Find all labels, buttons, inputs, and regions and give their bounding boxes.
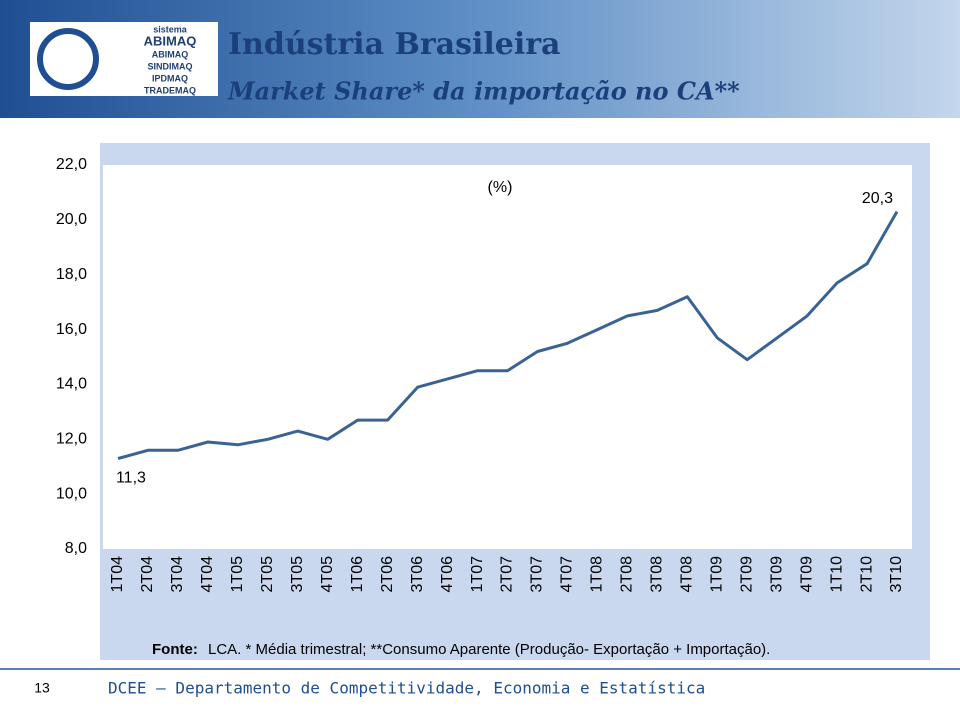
y-tick-label: 16,0 <box>56 321 87 338</box>
line-series <box>117 210 899 460</box>
footer-text: DCEE – Departamento de Competitividade, … <box>108 679 705 698</box>
x-tick-label: 1T06 <box>349 556 366 593</box>
x-tick-label: 2T05 <box>259 556 276 593</box>
x-tick-label: 1T10 <box>828 556 845 593</box>
value-label: 20,3 <box>862 190 893 207</box>
x-tick-label: 1T04 <box>109 556 126 593</box>
y-tick-label: 22,0 <box>56 156 87 173</box>
x-tick-label: 3T09 <box>768 556 785 593</box>
x-tick-label: 4T06 <box>439 556 456 593</box>
y-tick-label: 20,0 <box>56 211 87 228</box>
plot-area <box>103 165 912 549</box>
x-tick-label: 2T07 <box>499 556 516 593</box>
x-tick-label: 2T09 <box>738 556 755 593</box>
x-tick-label: 4T04 <box>199 556 216 593</box>
x-tick-label: 2T04 <box>139 556 156 593</box>
x-tick-label: 1T07 <box>469 556 486 593</box>
x-tick-label: 3T06 <box>409 556 426 593</box>
logo-item: IPDMAQ <box>152 73 188 83</box>
value-label: 11,3 <box>116 470 146 487</box>
page-number: 13 <box>34 680 50 696</box>
x-tick-label: 2T08 <box>619 556 636 593</box>
x-tick-label: 3T10 <box>888 556 905 593</box>
y-tick-label: 12,0 <box>56 431 87 448</box>
logo-item: TRADEMAQ <box>144 85 196 95</box>
source-label: Fonte: <box>152 641 198 658</box>
title: Indústria Brasileira <box>228 27 560 62</box>
x-tick-label: 3T05 <box>289 556 306 593</box>
x-tick-label: 3T04 <box>169 556 186 593</box>
source-text: LCA. * Média trimestral; **Consumo Apare… <box>208 641 770 658</box>
x-tick-label: 1T08 <box>589 556 606 593</box>
x-tick-label: 1T05 <box>229 556 246 593</box>
x-tick-label: 1T09 <box>708 556 725 593</box>
y-tick-label: 14,0 <box>56 376 87 393</box>
x-tick-label: 3T07 <box>529 556 546 593</box>
x-tick-label: 4T09 <box>798 556 815 593</box>
x-tick-label: 3T08 <box>649 556 666 593</box>
y-tick-label: 8,0 <box>65 540 87 557</box>
subtitle: Market Share* da importação no CA** <box>227 77 740 106</box>
logo-item: ABIMAQ <box>152 49 189 59</box>
logo-icon <box>37 28 99 90</box>
x-tick-label: 4T07 <box>559 556 576 593</box>
unit-label: (%) <box>488 179 513 196</box>
logo-item: SINDIMAQ <box>148 61 193 71</box>
logo-brand: ABIMAQ <box>144 33 197 48</box>
y-tick-label: 10,0 <box>56 485 87 502</box>
logo-top: sistema <box>153 24 188 34</box>
x-tick-label: 2T10 <box>858 556 875 593</box>
x-tick-label: 2T06 <box>379 556 396 593</box>
x-tick-label: 4T08 <box>678 556 695 593</box>
y-tick-label: 18,0 <box>56 266 87 283</box>
x-tick-label: 4T05 <box>319 556 336 593</box>
